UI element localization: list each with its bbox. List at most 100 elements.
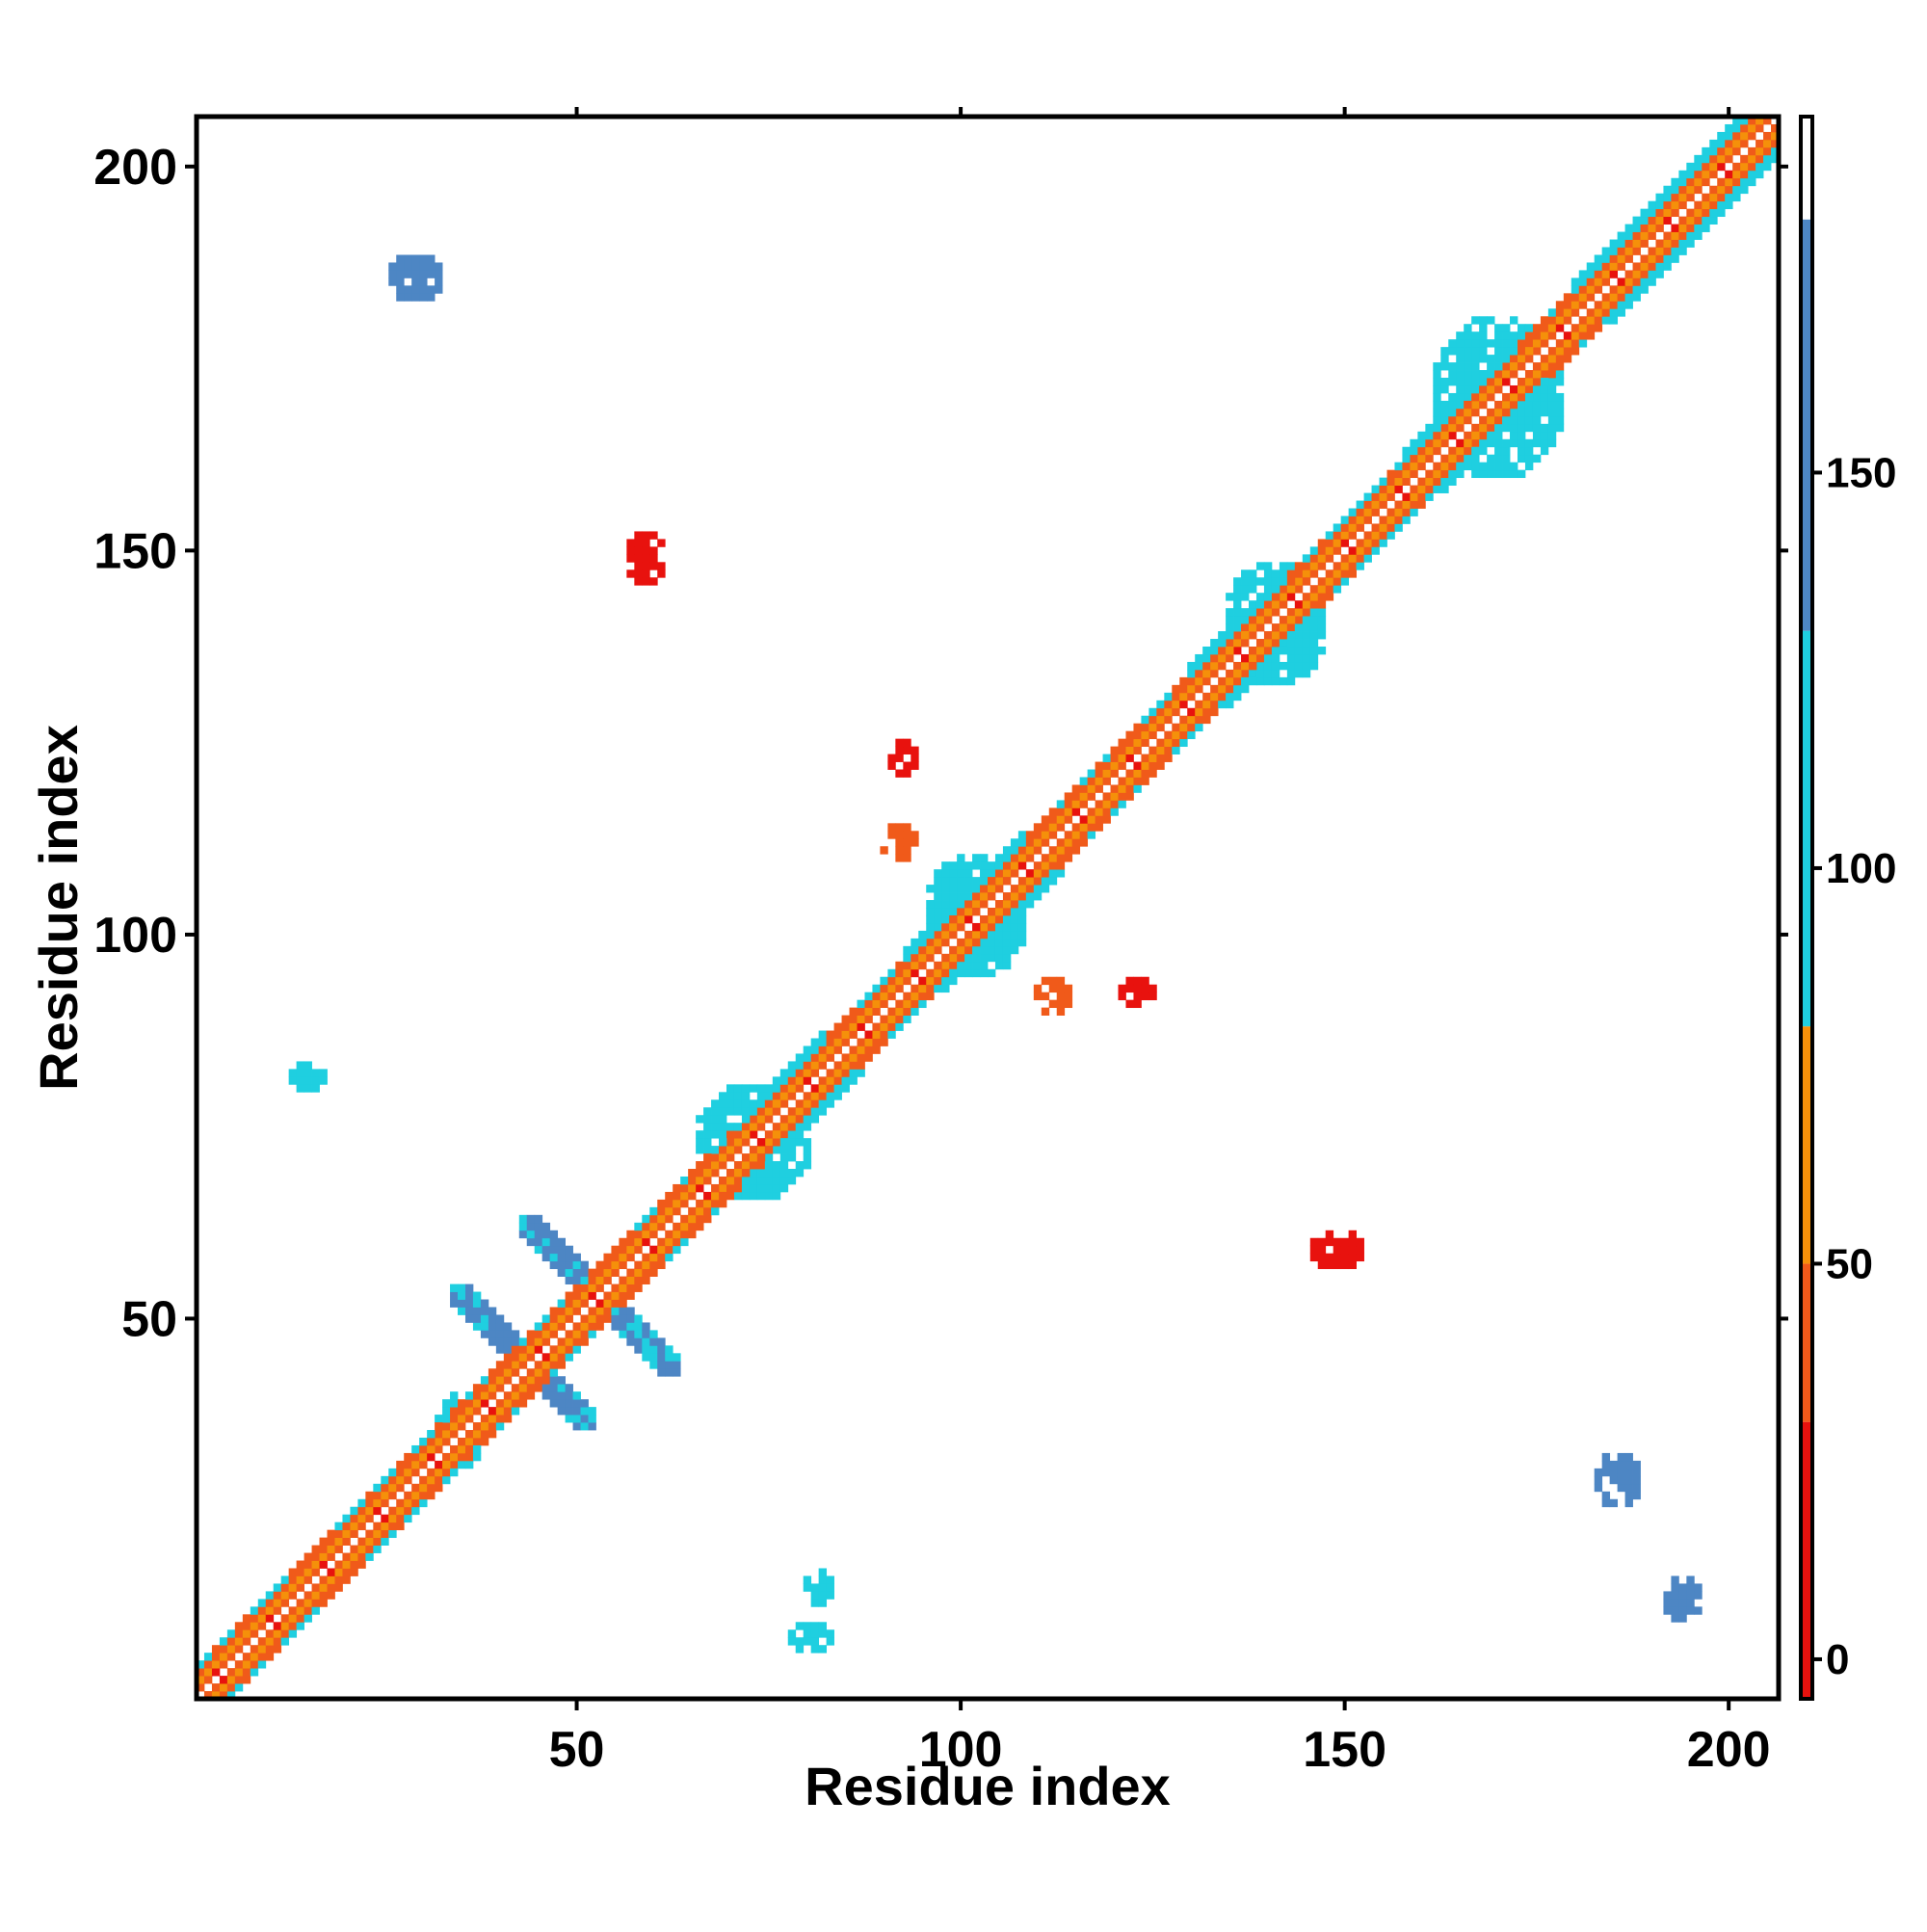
heatmap-cell bbox=[203, 1691, 213, 1700]
heatmap-cell bbox=[1333, 585, 1342, 594]
heatmap-cell bbox=[1226, 676, 1234, 686]
colorbar-bin bbox=[1801, 219, 1812, 631]
heatmap-cell bbox=[1255, 639, 1265, 648]
heatmap-cell bbox=[304, 1084, 312, 1093]
heatmap-cell bbox=[280, 1599, 290, 1607]
heatmap-cell bbox=[779, 1099, 789, 1108]
heatmap-cell bbox=[1294, 585, 1304, 594]
heatmap-cell bbox=[741, 1176, 751, 1185]
heatmap-cell bbox=[642, 1237, 650, 1247]
heatmap-cell bbox=[994, 945, 1004, 955]
heatmap-cell bbox=[1748, 154, 1756, 164]
heatmap-cell bbox=[988, 908, 996, 916]
heatmap-cell bbox=[1249, 631, 1257, 640]
heatmap-cell bbox=[1118, 992, 1126, 1001]
heatmap-cell bbox=[1010, 908, 1019, 916]
heatmap-cell bbox=[1255, 562, 1265, 570]
heatmap-cell bbox=[1440, 438, 1449, 448]
heatmap-cell bbox=[849, 1069, 858, 1077]
heatmap-cell bbox=[265, 1606, 275, 1615]
heatmap-cell bbox=[1356, 562, 1364, 570]
heatmap-cell bbox=[396, 1498, 405, 1508]
heatmap-cell bbox=[296, 1606, 304, 1615]
heatmap-cell bbox=[1709, 139, 1718, 148]
heatmap-cell bbox=[772, 1130, 781, 1139]
heatmap-cell bbox=[1563, 339, 1572, 348]
heatmap-cell bbox=[1417, 485, 1426, 493]
heatmap-cell bbox=[1763, 139, 1772, 148]
heatmap-cell bbox=[1010, 885, 1019, 893]
heatmap-cell bbox=[511, 1345, 520, 1354]
heatmap-cell bbox=[711, 1146, 720, 1154]
heatmap-cell bbox=[733, 1161, 743, 1170]
heatmap-cell bbox=[342, 1568, 351, 1576]
heatmap-cell bbox=[1725, 154, 1733, 164]
heatmap-cell bbox=[857, 1022, 865, 1031]
heatmap-cell bbox=[1678, 247, 1687, 255]
heatmap-cell bbox=[503, 1399, 513, 1408]
heatmap-cell bbox=[1017, 922, 1027, 932]
heatmap-cell bbox=[1095, 769, 1103, 778]
heatmap-cell bbox=[357, 1545, 366, 1553]
heatmap-cell bbox=[764, 1107, 774, 1116]
heatmap-cell bbox=[1547, 438, 1557, 448]
heatmap-cell bbox=[1079, 777, 1089, 785]
heatmap-cell bbox=[572, 1322, 581, 1331]
heatmap-cell bbox=[726, 1183, 735, 1193]
heatmap-cell bbox=[1309, 554, 1319, 563]
heatmap-cell bbox=[711, 1099, 720, 1108]
heatmap-cell bbox=[787, 1084, 797, 1093]
heatmap-cell bbox=[972, 953, 981, 963]
heatmap-cell bbox=[1471, 408, 1480, 417]
heatmap-cell bbox=[1663, 239, 1672, 248]
heatmap-cell bbox=[1064, 800, 1073, 808]
heatmap-cell bbox=[711, 1169, 720, 1178]
heatmap-cell bbox=[1226, 631, 1234, 640]
heatmap-cell bbox=[1079, 792, 1089, 801]
colorbar-bin bbox=[1801, 1263, 1812, 1422]
heatmap-cell bbox=[1263, 639, 1273, 648]
heatmap-cell bbox=[365, 1498, 374, 1508]
heatmap-cell bbox=[826, 1583, 834, 1592]
heatmap-cell bbox=[1210, 707, 1219, 717]
heatmap-cell bbox=[826, 1053, 834, 1062]
heatmap-cell bbox=[480, 1384, 489, 1392]
heatmap-cell bbox=[642, 1276, 650, 1284]
heatmap-cell bbox=[980, 861, 989, 870]
heatmap-cell bbox=[1309, 562, 1319, 570]
heatmap-cell bbox=[541, 1253, 551, 1262]
heatmap-cell bbox=[1048, 807, 1058, 816]
heatmap-cell bbox=[634, 1337, 643, 1346]
heatmap-cell bbox=[756, 1123, 766, 1131]
heatmap-cell bbox=[1578, 339, 1588, 348]
heatmap-cell bbox=[680, 1191, 689, 1201]
heatmap-cell bbox=[319, 1537, 328, 1546]
heatmap-cell bbox=[595, 1260, 604, 1270]
heatmap-cell bbox=[1148, 730, 1157, 740]
heatmap-cell bbox=[1717, 208, 1726, 218]
heatmap-cell bbox=[803, 1045, 812, 1054]
heatmap-cell bbox=[733, 1123, 743, 1131]
heatmap-cell bbox=[1333, 1253, 1342, 1262]
heatmap-cell bbox=[1202, 707, 1211, 717]
heatmap-cell bbox=[1578, 270, 1588, 278]
heatmap-cell bbox=[1540, 423, 1549, 433]
heatmap-cell bbox=[833, 1061, 842, 1070]
heatmap-cell bbox=[1464, 370, 1472, 379]
heatmap-cell bbox=[803, 1622, 812, 1630]
heatmap-cell bbox=[619, 1314, 627, 1323]
heatmap-cell bbox=[918, 945, 927, 955]
heatmap-cell bbox=[1302, 562, 1311, 570]
heatmap-cell bbox=[1709, 216, 1718, 225]
heatmap-cell bbox=[557, 1268, 566, 1277]
heatmap-cell bbox=[826, 1084, 834, 1093]
heatmap-cell bbox=[1286, 661, 1296, 671]
heatmap-cell bbox=[772, 1107, 781, 1116]
heatmap-cell bbox=[1433, 415, 1441, 425]
heatmap-cell bbox=[1678, 231, 1687, 240]
heatmap-cell bbox=[1540, 408, 1549, 417]
heatmap-cell bbox=[1624, 293, 1633, 302]
heatmap-cell bbox=[304, 1069, 312, 1077]
heatmap-cell bbox=[495, 1399, 505, 1408]
heatmap-cell bbox=[219, 1691, 228, 1700]
